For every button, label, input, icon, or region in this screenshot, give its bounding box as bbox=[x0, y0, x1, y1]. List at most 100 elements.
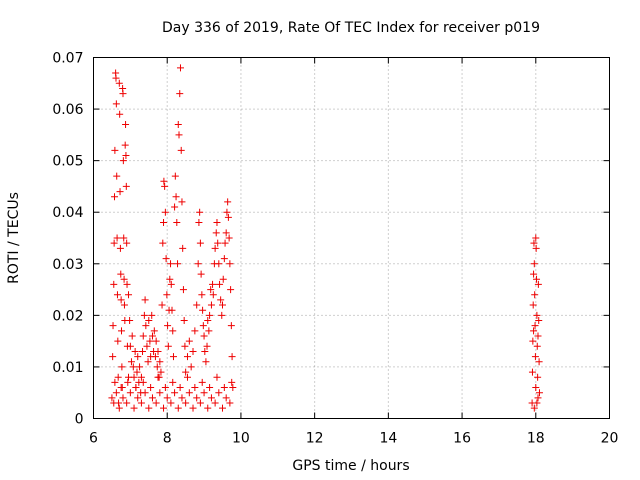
data-point bbox=[154, 373, 162, 381]
data-point bbox=[116, 244, 124, 252]
data-point bbox=[123, 239, 131, 247]
data-point bbox=[140, 311, 148, 319]
data-point bbox=[116, 188, 124, 196]
y-tick-labels: 0 0.01 0.02 0.03 0.04 0.05 0.06 0.07 bbox=[52, 51, 83, 428]
data-point bbox=[139, 378, 147, 386]
data-point bbox=[114, 373, 122, 381]
x-tick-label: 18 bbox=[527, 431, 545, 447]
data-point bbox=[125, 291, 133, 299]
data-point bbox=[191, 384, 199, 392]
data-point bbox=[534, 280, 542, 288]
x-tick-label: 16 bbox=[453, 431, 471, 447]
data-point bbox=[127, 358, 135, 366]
data-point bbox=[142, 322, 150, 330]
data-point bbox=[183, 373, 191, 381]
data-point bbox=[177, 146, 185, 154]
data-point bbox=[117, 296, 125, 304]
data-point bbox=[148, 332, 156, 340]
data-point bbox=[196, 399, 204, 407]
data-point bbox=[110, 399, 118, 407]
data-point bbox=[152, 337, 160, 345]
data-point bbox=[200, 389, 208, 397]
data-point bbox=[175, 131, 183, 139]
data-point bbox=[199, 306, 207, 314]
data-point bbox=[530, 239, 538, 247]
data-point bbox=[196, 208, 204, 216]
data-point bbox=[169, 378, 177, 386]
data-point bbox=[220, 384, 228, 392]
data-point bbox=[114, 337, 122, 345]
data-point bbox=[206, 384, 214, 392]
data-point bbox=[215, 389, 223, 397]
data-point bbox=[112, 74, 120, 82]
chart-title: Day 336 of 2019, Rate Of TEC Index for r… bbox=[162, 20, 540, 36]
data-point bbox=[112, 100, 120, 108]
data-point bbox=[111, 146, 119, 154]
grid-lines bbox=[93, 57, 610, 419]
data-point bbox=[209, 280, 217, 288]
data-point bbox=[215, 260, 223, 268]
data-point bbox=[134, 394, 142, 402]
data-point bbox=[122, 151, 130, 159]
y-tick-label: 0.02 bbox=[52, 308, 83, 324]
data-point bbox=[209, 291, 217, 299]
data-point bbox=[118, 327, 126, 335]
data-point bbox=[194, 260, 202, 268]
data-point bbox=[119, 394, 127, 402]
data-point bbox=[171, 389, 179, 397]
data-point bbox=[131, 347, 139, 355]
data-point bbox=[530, 404, 538, 412]
x-tick-label: 20 bbox=[601, 431, 619, 447]
data-point bbox=[147, 384, 155, 392]
data-point bbox=[204, 404, 212, 412]
data-point bbox=[119, 157, 127, 165]
data-point bbox=[164, 322, 172, 330]
x-tick-label: 10 bbox=[232, 431, 250, 447]
data-point bbox=[150, 327, 158, 335]
data-point bbox=[134, 353, 142, 361]
data-points bbox=[108, 64, 543, 412]
data-point bbox=[119, 90, 127, 98]
data-point bbox=[216, 280, 224, 288]
data-point bbox=[227, 286, 235, 294]
data-point bbox=[123, 280, 131, 288]
x-tick-label: 12 bbox=[306, 431, 324, 447]
y-tick-label: 0.04 bbox=[52, 205, 83, 221]
data-point bbox=[126, 342, 134, 350]
data-point bbox=[212, 229, 220, 237]
y-tick-label: 0 bbox=[75, 412, 84, 428]
data-point bbox=[211, 399, 219, 407]
data-point bbox=[217, 296, 225, 304]
data-point bbox=[228, 378, 236, 386]
data-point bbox=[224, 198, 232, 206]
data-point bbox=[185, 337, 193, 345]
data-point bbox=[191, 327, 199, 335]
data-point bbox=[113, 291, 121, 299]
y-tick-label: 0.06 bbox=[52, 102, 83, 118]
data-point bbox=[111, 193, 119, 201]
data-point bbox=[113, 234, 121, 242]
data-point bbox=[148, 394, 156, 402]
data-point bbox=[171, 203, 179, 211]
axis-ticks bbox=[93, 57, 610, 419]
data-point bbox=[197, 270, 205, 278]
data-point bbox=[161, 208, 169, 216]
data-point bbox=[195, 219, 203, 227]
data-point bbox=[124, 378, 132, 386]
data-point bbox=[534, 373, 542, 381]
data-point bbox=[123, 399, 131, 407]
data-point bbox=[174, 260, 182, 268]
data-point bbox=[108, 394, 116, 402]
data-point bbox=[110, 280, 118, 288]
data-point bbox=[203, 342, 211, 350]
data-point bbox=[163, 291, 171, 299]
data-point bbox=[529, 337, 537, 345]
data-point bbox=[160, 404, 168, 412]
data-point bbox=[221, 239, 229, 247]
data-point bbox=[224, 213, 232, 221]
data-point bbox=[198, 378, 206, 386]
data-point bbox=[118, 363, 126, 371]
data-point bbox=[132, 384, 140, 392]
data-point bbox=[193, 301, 201, 309]
data-point bbox=[199, 322, 207, 330]
